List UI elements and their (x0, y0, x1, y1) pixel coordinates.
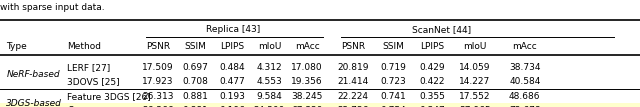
Text: LPIPS: LPIPS (420, 42, 444, 51)
Text: 0.484: 0.484 (220, 63, 245, 72)
Text: with sparse input data.: with sparse input data. (0, 3, 104, 12)
Text: Replica [43]: Replica [43] (206, 25, 260, 34)
Text: 24.300: 24.300 (253, 106, 285, 107)
Text: mIoU: mIoU (258, 42, 281, 51)
Text: 22.224: 22.224 (338, 92, 369, 101)
Text: 3DOVS [25]: 3DOVS [25] (67, 77, 120, 86)
Text: 4.553: 4.553 (257, 77, 282, 86)
Bar (0, 103, 640, 107)
Text: 26.366: 26.366 (142, 106, 174, 107)
Text: Feature 3DGS [26]: Feature 3DGS [26] (67, 92, 151, 101)
Text: 17.552: 17.552 (459, 92, 491, 101)
Text: 0.723: 0.723 (381, 77, 406, 86)
Text: 19.356: 19.356 (291, 77, 323, 86)
Text: 0.708: 0.708 (182, 77, 208, 86)
Text: 0.881: 0.881 (182, 92, 208, 101)
Text: 38.245: 38.245 (291, 92, 323, 101)
Text: SSIM: SSIM (184, 42, 206, 51)
Text: ScanNet [44]: ScanNet [44] (412, 25, 471, 34)
Text: 17.923: 17.923 (142, 77, 174, 86)
Text: 21.414: 21.414 (338, 77, 369, 86)
Text: 0.196: 0.196 (220, 106, 245, 107)
Text: LERF [27]: LERF [27] (67, 63, 111, 72)
Text: 0.741: 0.741 (381, 92, 406, 101)
Text: 0.355: 0.355 (419, 92, 445, 101)
Text: mAcc: mAcc (295, 42, 319, 51)
Text: 37.965: 37.965 (459, 106, 491, 107)
Text: mIoU: mIoU (463, 42, 486, 51)
Text: 0.881: 0.881 (182, 106, 208, 107)
Text: 73.678: 73.678 (509, 106, 541, 107)
Text: 4.312: 4.312 (257, 63, 282, 72)
Text: SSIM: SSIM (383, 42, 404, 51)
Text: 26.313: 26.313 (142, 92, 174, 101)
Text: 0.429: 0.429 (419, 63, 445, 72)
Text: Method: Method (67, 42, 101, 51)
Text: PSNR: PSNR (341, 42, 365, 51)
Text: 38.734: 38.734 (509, 63, 541, 72)
Text: 40.584: 40.584 (509, 77, 541, 86)
Text: 0.754: 0.754 (381, 106, 406, 107)
Text: 0.477: 0.477 (220, 77, 245, 86)
Text: 9.584: 9.584 (257, 92, 282, 101)
Text: 17.080: 17.080 (291, 63, 323, 72)
Text: 48.686: 48.686 (509, 92, 541, 101)
Text: Type: Type (6, 42, 27, 51)
Text: 0.697: 0.697 (182, 63, 208, 72)
Text: 0.193: 0.193 (220, 92, 245, 101)
Text: 22.736: 22.736 (337, 106, 369, 107)
Text: 0.719: 0.719 (381, 63, 406, 72)
Text: PSNR: PSNR (146, 42, 170, 51)
Text: 17.509: 17.509 (142, 63, 174, 72)
Text: 0.422: 0.422 (419, 77, 445, 86)
Text: mAcc: mAcc (513, 42, 537, 51)
Text: 14.227: 14.227 (460, 77, 490, 86)
Text: 14.059: 14.059 (459, 63, 491, 72)
Text: NeRF-based: NeRF-based (6, 70, 60, 79)
Text: LPIPS: LPIPS (220, 42, 244, 51)
Text: 0.347: 0.347 (419, 106, 445, 107)
Text: 20.819: 20.819 (337, 63, 369, 72)
Text: 3DGS-based: 3DGS-based (6, 99, 62, 107)
Text: 67.329: 67.329 (291, 106, 323, 107)
Text: Ours: Ours (67, 106, 88, 107)
